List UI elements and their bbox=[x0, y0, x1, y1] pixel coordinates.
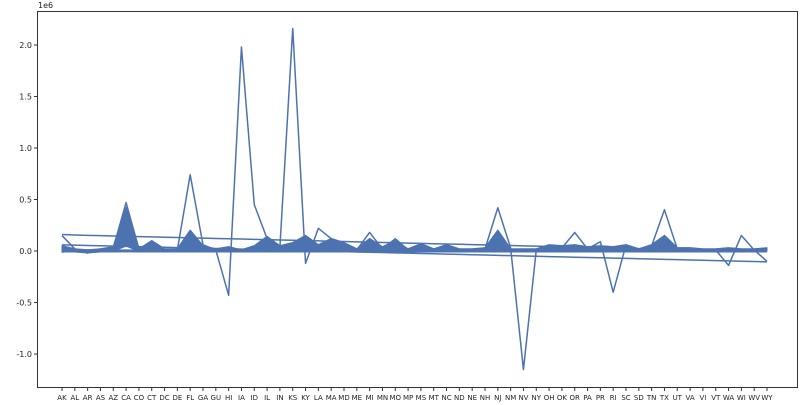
y-tick-label: 1.0 bbox=[19, 144, 32, 153]
x-tick-label: WI bbox=[737, 394, 746, 402]
x-tick-label: ND bbox=[454, 394, 465, 402]
x-tick-label: PA bbox=[583, 394, 592, 402]
x-tick-label: AL bbox=[70, 394, 79, 402]
x-tick-label: IA bbox=[238, 394, 245, 402]
x-tick-label: SC bbox=[621, 394, 630, 402]
x-tick-label: HI bbox=[225, 394, 232, 402]
x-tick-label: FL bbox=[186, 394, 194, 402]
x-tick-label: GU bbox=[211, 394, 222, 402]
y-tick-label: 2.0 bbox=[19, 41, 32, 50]
x-tick-label: MS bbox=[416, 394, 427, 402]
x-tick-label: MD bbox=[338, 394, 349, 402]
x-tick-label: VT bbox=[711, 394, 721, 402]
x-tick-label: NV bbox=[518, 394, 528, 402]
x-tick-label: TX bbox=[659, 394, 669, 402]
series-layer bbox=[61, 27, 768, 371]
x-tick-label: MP bbox=[403, 394, 413, 402]
x-axis: AK AL AR AS AZ CA CO CT DC DE FL GA GU HI IA ID IL IN KS KY… bbox=[57, 387, 773, 402]
y-axis: -1.0 -0.5 0.0 0.5 1.0 1.5 2.0 bbox=[16, 41, 38, 359]
x-tick-label: MN bbox=[377, 394, 388, 402]
x-tick-label: TN bbox=[646, 394, 657, 402]
x-tick-label: WA bbox=[723, 394, 735, 402]
y-axis-offset-label: 1e6 bbox=[38, 1, 53, 10]
x-tick-label: NC bbox=[441, 394, 451, 402]
x-tick-label: VI bbox=[699, 394, 706, 402]
x-tick-label: ME bbox=[352, 394, 362, 402]
x-tick-label: AK bbox=[57, 394, 67, 402]
x-tick-label: AS bbox=[96, 394, 106, 402]
x-tick-label: SD bbox=[634, 394, 644, 402]
x-tick-label: NM bbox=[505, 394, 516, 402]
y-tick-label: 0.0 bbox=[19, 247, 32, 256]
x-tick-label: MT bbox=[429, 394, 440, 402]
x-tick-label: NH bbox=[480, 394, 491, 402]
x-tick-label: NE bbox=[467, 394, 477, 402]
x-tick-label: AZ bbox=[108, 394, 118, 402]
x-tick-label: RI bbox=[610, 394, 617, 402]
x-tick-label: NY bbox=[532, 394, 542, 402]
y-tick-label: 1.5 bbox=[19, 92, 32, 101]
x-tick-label: CO bbox=[134, 394, 145, 402]
x-tick-label: IL bbox=[264, 394, 270, 402]
x-tick-label: LA bbox=[314, 394, 323, 402]
y-tick-label: 0.5 bbox=[19, 196, 32, 205]
x-tick-label: MO bbox=[389, 394, 401, 402]
series-band bbox=[61, 206, 768, 254]
x-tick-label: UT bbox=[673, 394, 683, 402]
x-tick-label: WY bbox=[761, 394, 773, 402]
x-tick-label: MI bbox=[366, 394, 374, 402]
x-tick-label: KY bbox=[301, 394, 310, 402]
y-tick-label: -1.0 bbox=[16, 350, 32, 359]
x-tick-label: VA bbox=[686, 394, 695, 402]
x-tick-label: PR bbox=[596, 394, 605, 402]
x-tick-label: NJ bbox=[494, 394, 501, 402]
x-tick-label: DE bbox=[172, 394, 182, 402]
x-tick-label: GA bbox=[198, 394, 208, 402]
x-tick-label: KS bbox=[288, 394, 298, 402]
x-tick-label: OH bbox=[544, 394, 555, 402]
x-tick-label: CT bbox=[147, 394, 157, 402]
x-tick-label: WV bbox=[748, 394, 760, 402]
x-tick-label: CA bbox=[121, 394, 131, 402]
x-tick-label: ID bbox=[251, 394, 258, 402]
x-tick-label: OK bbox=[557, 394, 568, 402]
x-tick-label: OR bbox=[570, 394, 581, 402]
x-tick-label: MA bbox=[326, 394, 337, 402]
x-tick-label: DC bbox=[159, 394, 169, 402]
x-tick-label: IN bbox=[276, 394, 283, 402]
x-tick-label: AR bbox=[83, 394, 93, 402]
y-tick-label: -0.5 bbox=[16, 299, 32, 308]
